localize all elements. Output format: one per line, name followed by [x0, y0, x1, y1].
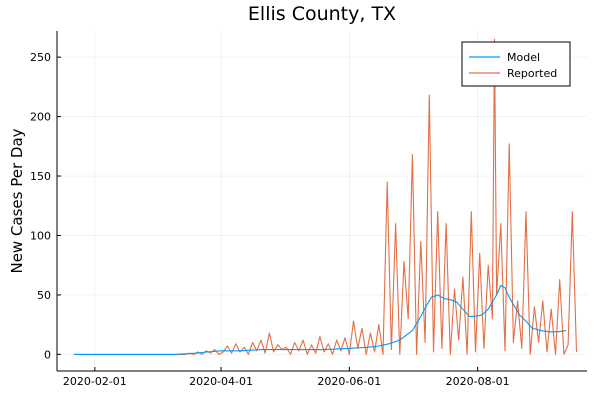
x-tick-label: 2020-08-01 — [446, 375, 510, 388]
series-line-model — [73, 284, 567, 355]
legend-label-reported: Reported — [507, 67, 557, 80]
chart-title: Ellis County, TX — [248, 3, 396, 25]
x-tick-label: 2020-06-01 — [317, 375, 381, 388]
y-tick-label: 0 — [44, 348, 51, 361]
legend-label-model: Model — [507, 51, 540, 64]
legend-box — [461, 41, 571, 87]
y-tick-label: 250 — [30, 51, 51, 64]
y-axis-label: New Cases Per Day — [8, 128, 26, 273]
y-tick-label: 50 — [37, 289, 51, 302]
x-tick-label: 2020-02-01 — [63, 375, 127, 388]
legend: Model Reported — [461, 41, 571, 87]
y-tick-label: 200 — [30, 111, 51, 124]
axis-ticks: 0 50 100 150 200 250 2020-02-01 2020-04-01 2020-… — [30, 51, 510, 388]
y-tick-label: 100 — [30, 229, 51, 242]
y-tick-label: 150 — [30, 170, 51, 183]
series-line-reported — [73, 38, 578, 355]
series-lines — [73, 38, 578, 355]
x-tick-label: 2020-04-01 — [189, 375, 253, 388]
